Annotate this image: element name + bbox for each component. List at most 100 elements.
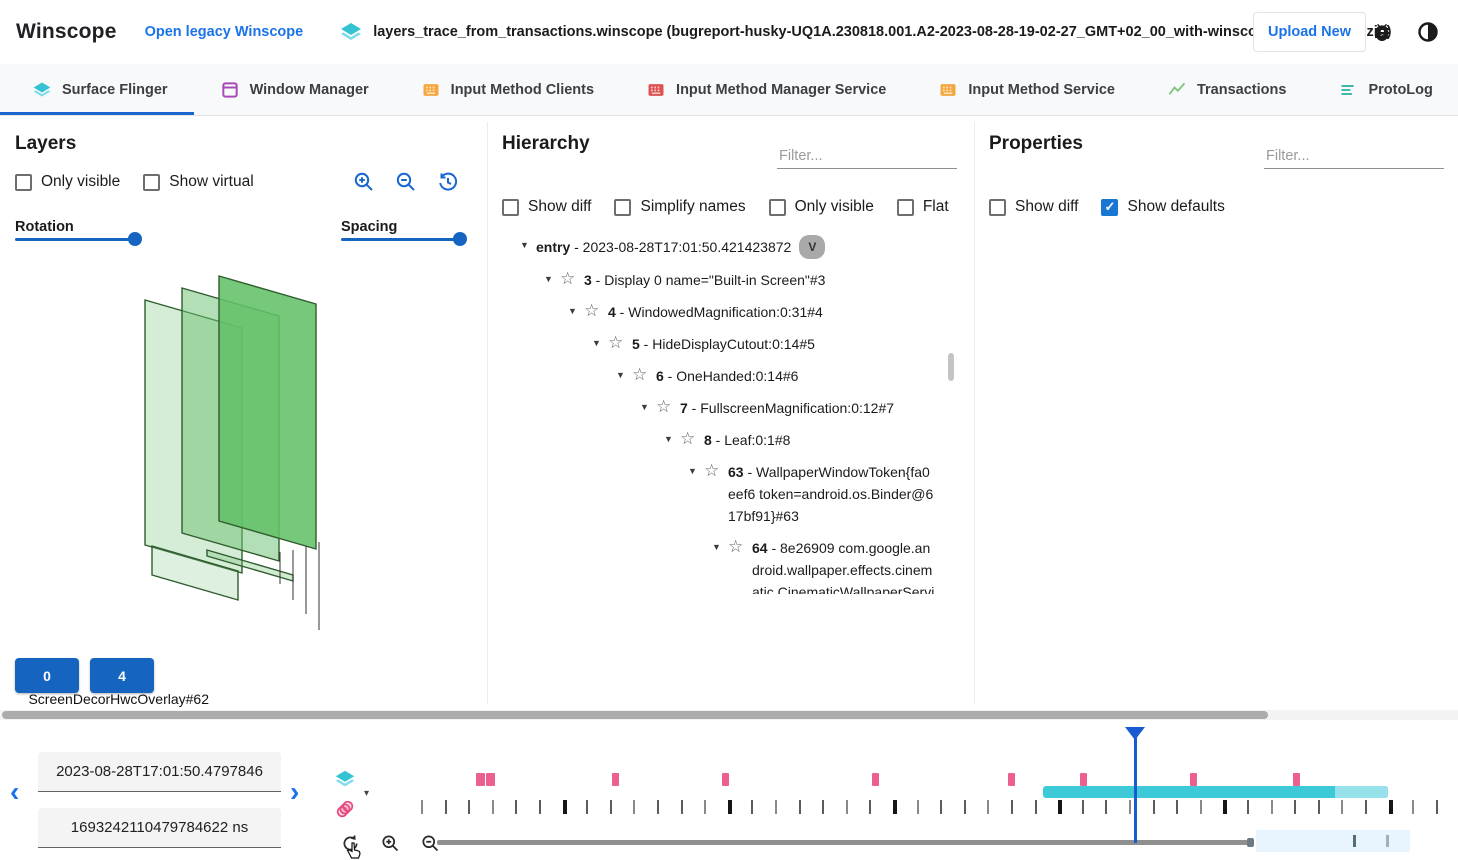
trace-entry-tick[interactable] [1435, 800, 1438, 814]
timeline-cursor[interactable] [1133, 728, 1137, 843]
trace-entry-tick[interactable] [845, 800, 848, 814]
tree-node-label[interactable]: 63 - WallpaperWindowToken{fa0eef6 token=… [728, 464, 934, 524]
trace-entry-tick[interactable] [1081, 800, 1084, 814]
trace-entry-tick[interactable] [1270, 800, 1273, 814]
pin-star-icon[interactable]: ☆ [728, 537, 744, 556]
spacing-slider[interactable] [341, 232, 467, 246]
collapse-arrow-icon[interactable]: ▼ [712, 542, 721, 552]
trace-entry-tick[interactable] [1011, 800, 1013, 814]
properties-filter-input[interactable] [1264, 144, 1444, 169]
checkbox-only-visible[interactable] [768, 198, 786, 216]
trace-entry-tick[interactable] [1176, 800, 1179, 814]
tab-input-method-clients[interactable]: Input Method Clients [395, 64, 620, 115]
transition-mark[interactable] [1008, 773, 1015, 786]
reset-zoom-icon[interactable] [436, 170, 460, 194]
checkbox-only-visible[interactable] [15, 173, 32, 191]
transition-mark[interactable] [722, 773, 729, 786]
trace-entry-tick[interactable] [1129, 800, 1131, 814]
tree-node-3[interactable]: ▼ ☆ 3 - Display 0 name="Built-in Screen"#3 [487, 264, 957, 296]
layer-rect[interactable] [218, 275, 317, 550]
trace-entry-tick[interactable] [940, 800, 943, 814]
tree-node-label[interactable]: 3 - Display 0 name="Built-in Screen"#3 [584, 272, 826, 288]
tab-input-method-manager-service[interactable]: Input Method Manager Service [620, 64, 912, 115]
checkbox-label[interactable]: Simplify names [640, 198, 746, 215]
trace-select-caret-icon[interactable]: ▾ [364, 788, 370, 799]
hierarchy-scrollbar[interactable] [948, 353, 954, 381]
trace-entry-tick[interactable] [775, 800, 777, 814]
open-legacy-link[interactable]: Open legacy Winscope [144, 24, 304, 40]
trace-entry-tick[interactable] [680, 800, 683, 814]
pin-star-icon[interactable]: ☆ [608, 333, 624, 352]
tree-node-label[interactable]: 5 - HideDisplayCutout:0:14#5 [632, 336, 815, 352]
trace-entry-tick[interactable] [657, 800, 659, 814]
rotation-slider-track[interactable] [15, 238, 137, 241]
trace-entry-tick[interactable] [1341, 800, 1344, 814]
transition-mark[interactable] [476, 773, 485, 786]
upload-new-button[interactable]: Upload New [1253, 12, 1366, 52]
trace-entry-tick[interactable] [751, 800, 754, 814]
checkbox-label[interactable]: Show diff [1015, 198, 1079, 215]
trace-entry-tick[interactable] [421, 800, 423, 814]
checkbox-flat[interactable] [896, 198, 914, 216]
collapse-arrow-icon[interactable]: ▼ [568, 306, 577, 316]
checkbox-show-diff[interactable] [989, 198, 1006, 216]
timeline-active-range[interactable] [1043, 786, 1388, 798]
layers-3d-scene[interactable] [0, 250, 487, 650]
checkbox-label[interactable]: Only visible [794, 198, 874, 215]
trace-entry-tick[interactable] [1294, 800, 1297, 814]
trace-entry-tick[interactable] [562, 800, 567, 814]
tab-window-manager[interactable]: Window Manager [194, 64, 395, 115]
layer-label[interactable]: NavigationBar0#87 [103, 707, 222, 710]
tree-node-label[interactable]: 64 - 8e26909 com.google.android.wallpape… [752, 540, 935, 594]
trace-entry-tick[interactable] [798, 800, 801, 814]
trace-entry-tick[interactable] [1388, 800, 1393, 814]
trace-entry-tick[interactable] [1365, 800, 1367, 814]
trace-entry-tick[interactable] [727, 800, 732, 814]
checkbox-show-diff[interactable] [502, 198, 519, 216]
prev-entry-button[interactable]: ‹ [10, 776, 20, 807]
next-entry-button[interactable]: › [290, 776, 300, 807]
trace-entry-tick[interactable] [916, 800, 919, 814]
trace-entry-tick[interactable] [1317, 800, 1320, 814]
transition-mark[interactable] [1190, 773, 1197, 786]
trace-entry-tick[interactable] [1152, 800, 1155, 814]
human-time-input[interactable] [38, 752, 281, 792]
collapse-arrow-icon[interactable]: ▼ [640, 402, 649, 412]
spacing-slider-track[interactable] [341, 238, 465, 241]
tree-node-4[interactable]: ▼ ☆ 4 - WindowedMagnification:0:31#4 [487, 296, 957, 328]
trace-entry-tick[interactable] [893, 800, 897, 814]
checkbox-label[interactable]: Show diff [528, 198, 592, 215]
tree-node-5[interactable]: ▼ ☆ 5 - HideDisplayCutout:0:14#5 [487, 328, 957, 360]
dark-mode-toggle-icon[interactable] [1416, 20, 1440, 44]
trace-entry-tick[interactable] [987, 800, 990, 814]
rotation-slider-thumb[interactable] [128, 232, 142, 246]
pin-star-icon[interactable]: ☆ [656, 397, 672, 416]
bug-report-icon[interactable] [1370, 20, 1394, 44]
spacing-slider-thumb[interactable] [453, 232, 467, 246]
tree-node-label[interactable]: 4 - WindowedMagnification:0:31#4 [608, 304, 823, 320]
checkbox-label[interactable]: Only visible [41, 173, 121, 190]
layer-rect-strip[interactable] [151, 545, 239, 601]
tree-node-8[interactable]: ▼ ☆ 8 - Leaf:0:1#8 [487, 424, 957, 456]
trace-entry-tick[interactable] [468, 800, 471, 814]
trace-entry-tick[interactable] [1058, 800, 1063, 814]
trace-entry-tick[interactable] [869, 800, 872, 814]
ns-time-input[interactable] [38, 808, 281, 848]
trace-entry-tick[interactable] [1105, 800, 1108, 814]
layer-label[interactable]: ScreenDecorHwcOverlay#62 [28, 691, 209, 707]
collapse-arrow-icon[interactable]: ▼ [544, 274, 553, 284]
tree-node-6[interactable]: ▼ ☆ 6 - OneHanded:0:14#6 [487, 360, 957, 392]
checkbox-label[interactable]: Show virtual [169, 173, 254, 190]
checkbox-label[interactable]: Show defaults [1127, 198, 1225, 215]
timeline-zoom-out-icon[interactable] [420, 833, 442, 855]
zoom-in-icon[interactable] [352, 170, 376, 194]
trace-entry-tick[interactable] [1223, 800, 1228, 814]
pin-star-icon[interactable]: ☆ [560, 269, 576, 288]
trace-entry-tick[interactable] [609, 800, 612, 814]
collapse-arrow-icon[interactable]: ▼ [664, 434, 673, 444]
tree-node-label[interactable]: 8 - Leaf:0:1#8 [704, 432, 791, 448]
tree-node-64[interactable]: ▼ ☆ 64 - 8e26909 com.google.android.wallpa… [487, 532, 957, 594]
timeline-zoom-in-icon[interactable] [380, 833, 402, 855]
pin-star-icon[interactable]: ☆ [680, 429, 696, 448]
